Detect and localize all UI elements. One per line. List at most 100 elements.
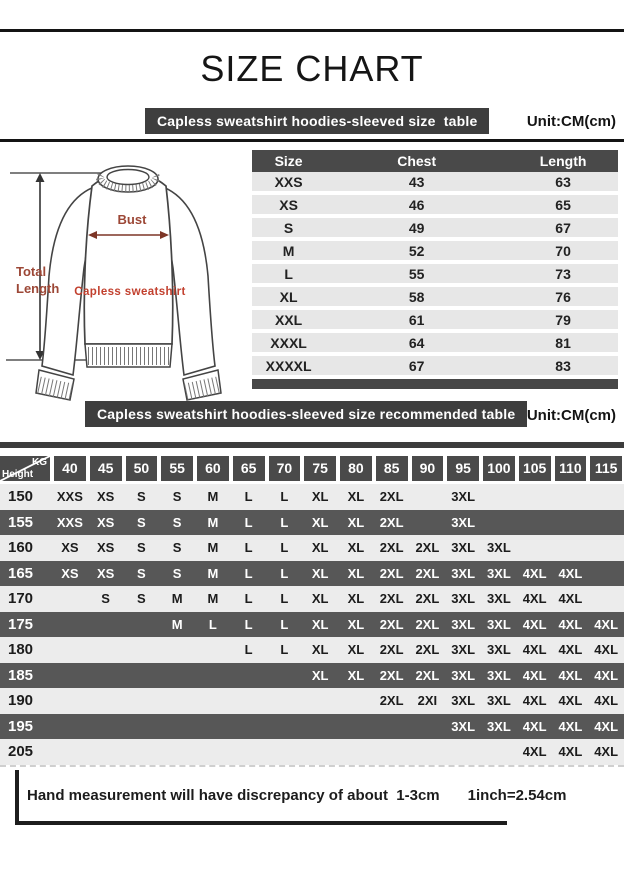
table-row: XS 46 65 [252,195,618,214]
matrix-cell: 4XL [522,616,547,632]
weight-header-cell: 80 [340,456,372,481]
matrix-cell: XL [311,565,329,581]
matrix-cell: L [244,565,253,581]
matrix-header-row: KG Height 40 45 50 55 60 65 70 75 80 85 … [0,455,624,482]
weight-header-cell: 65 [232,456,265,481]
weight-header-cell: 60 [197,456,229,481]
matrix-cell: L [244,591,253,607]
length-cell: 63 [555,173,571,190]
chest-cell: 64 [408,334,425,351]
matrix-cell: XL [347,591,365,607]
matrix-cell: L [244,540,253,556]
height-cell: 155 [8,513,34,531]
length-cell: 65 [555,196,571,213]
weight-header-cell: 85 [375,456,408,481]
matrix-row: 150 XXS XS S S M L L XL XL 2XL 3XL [0,484,624,510]
chest-cell: 49 [408,219,425,236]
weight-header-cell: 90 [411,456,444,481]
size-cell: M [282,242,295,259]
size-cell: XXS [274,173,303,190]
matrix-cell: M [207,591,219,607]
matrix-cell: 4XL [594,693,619,709]
matrix-cell: S [137,540,146,556]
weight-header-cell: 115 [590,456,622,481]
matrix-row: 180 L L XL XL 2XL 2XL 3XL 3XL 4XL 4XL 4X… [0,637,624,663]
matrix-cell: 2XL [415,667,440,683]
size-cell: XXL [274,311,303,328]
weight-header-cell: 45 [89,456,122,481]
height-cell: 175 [8,615,34,633]
matrix-cell: XL [347,642,365,658]
divider-line-2 [0,442,624,448]
matrix-cell: 4XL [522,744,547,760]
inch-conversion: 1inch=2.54cm [467,787,567,804]
matrix-row: 195 3XL 3XL 4XL 4XL 4XL [0,713,624,739]
matrix-cell: M [207,489,219,505]
matrix-cell: XXS [56,514,83,530]
section1-banner: Capless sweatshirt hoodies-sleeved size … [145,108,490,134]
corner-height-label: Height [2,469,34,480]
height-cell: 185 [8,666,34,684]
matrix-cell: 3XL [451,489,476,505]
length-cell: 70 [555,242,571,259]
height-cell: 165 [8,564,34,582]
divider-line-1 [0,139,624,142]
matrix-cell: 4XL [522,591,547,607]
matrix-cell: XS [96,540,115,556]
top-divider [0,29,624,32]
size-table-body: XXS 43 63 XS 46 65 S 49 67 M 52 70 L 55 … [252,172,618,375]
matrix-cell: S [172,565,182,581]
matrix-cell: 4XL [558,616,583,632]
matrix-cell: 2XL [379,591,404,607]
matrix-cell: S [137,565,146,581]
length-cell: 76 [555,288,571,305]
matrix-cell: S [137,514,146,530]
size-cell: XXXL [270,334,307,351]
matrix-body: 150 XXS XS S S M L L XL XL 2XL 3XL 155 X… [0,484,624,767]
chest-cell: 52 [408,242,425,259]
matrix-cell: S [137,591,146,607]
matrix-row: 185 XL XL 2XL 2XL 3XL 3XL 4XL 4XL 4XL [0,662,624,688]
matrix-cell: 3XL [486,591,511,607]
matrix-cell: XS [96,565,115,581]
length-cell: 81 [555,334,571,351]
total-length-label: Total Length [16,264,60,296]
length-cell: 73 [555,265,571,282]
matrix-cell: XL [347,540,365,556]
table-row: XXL 61 79 [252,310,618,329]
matrix-cell: 3XL [486,718,511,734]
table-row: XL 58 76 [252,287,618,306]
matrix-cell: 3XL [451,565,476,581]
matrix-cell: M [207,565,219,581]
matrix-cell: 3XL [486,642,511,658]
matrix-cell: L [280,540,289,556]
matrix-cell: 4XL [522,718,547,734]
matrix-cell: M [171,616,183,632]
matrix-cell: 3XL [451,693,476,709]
length-cell: 67 [555,219,571,236]
matrix-cell: 4XL [522,667,547,683]
size-table: Size Chest Length XXS 43 63 XS 46 65 S 4… [252,150,618,389]
matrix-cell: S [172,540,182,556]
matrix-cell: 2XL [379,514,404,530]
matrix-cell: L [280,565,289,581]
height-cell: 150 [8,488,34,506]
weight-header-cell: 75 [304,456,336,481]
matrix-cell: S [172,514,182,530]
chest-cell: 58 [408,288,425,305]
matrix-cell: 4XL [558,667,583,683]
matrix-cell: 2XL [379,616,404,632]
matrix-cell: 2XL [379,489,404,505]
matrix-cell: 3XL [486,616,511,632]
matrix-cell: XL [311,667,329,683]
table-row: XXXL 64 81 [252,333,618,352]
matrix-cell: S [172,489,182,505]
header-cell-size: Size [274,153,303,169]
matrix-cell: 2XL [415,591,440,607]
size-cell: XS [279,196,298,213]
matrix-cell: 4XL [594,642,619,658]
matrix-cell: XL [347,616,365,632]
bust-label: Bust [117,212,147,227]
matrix-cell: 4XL [594,616,619,632]
matrix-cell: 3XL [451,591,476,607]
